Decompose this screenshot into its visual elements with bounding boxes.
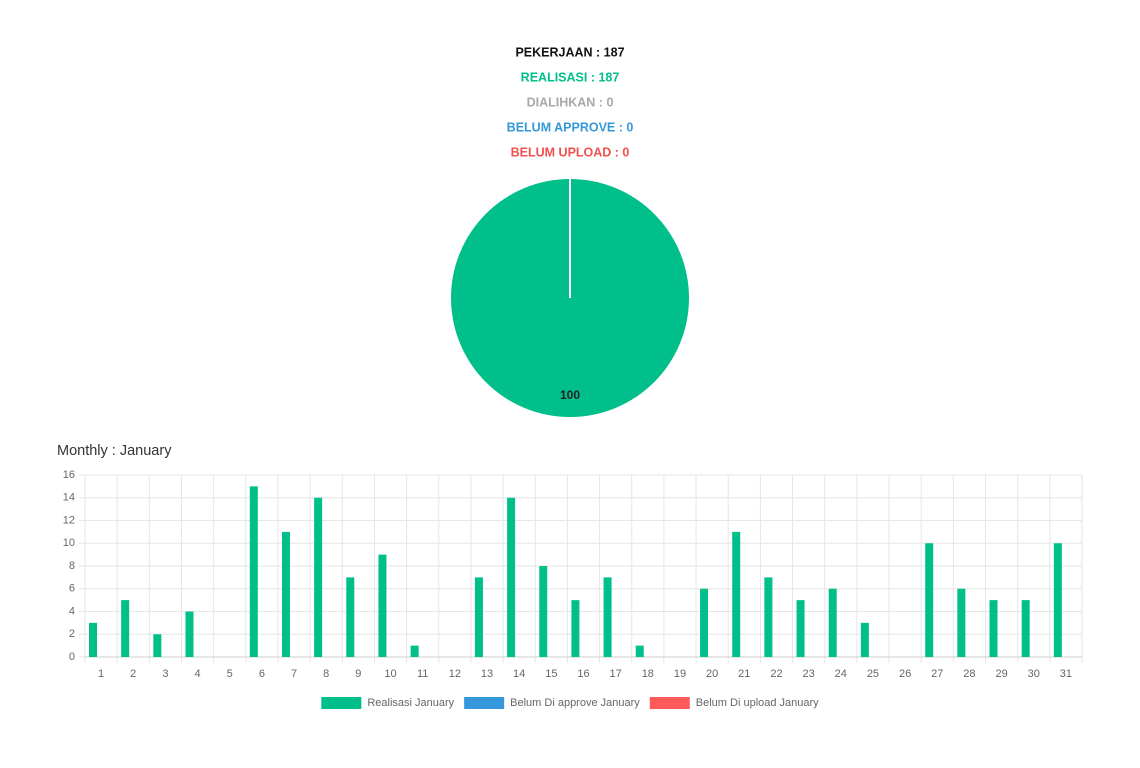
x-tick-label: 28 bbox=[963, 668, 975, 680]
bar bbox=[281, 531, 290, 657]
x-tick-label: 23 bbox=[803, 668, 815, 680]
chart-title: Monthly : January bbox=[57, 443, 172, 459]
x-tick-label: 27 bbox=[931, 668, 943, 680]
legend-swatch bbox=[321, 697, 362, 709]
bar bbox=[314, 497, 323, 657]
x-tick-label: 25 bbox=[867, 668, 879, 680]
y-tick-label: 14 bbox=[63, 492, 75, 504]
x-tick-label: 18 bbox=[642, 668, 654, 680]
x-tick-label: 13 bbox=[481, 668, 493, 680]
stat-line: BELUM APPROVE : 0 bbox=[507, 120, 634, 134]
y-tick-label: 16 bbox=[63, 469, 75, 481]
bar bbox=[764, 577, 773, 657]
bar bbox=[860, 622, 869, 657]
x-tick-label: 15 bbox=[545, 668, 557, 680]
bar bbox=[249, 486, 258, 657]
bar bbox=[474, 577, 483, 657]
bar bbox=[507, 497, 516, 657]
x-tick-label: 9 bbox=[355, 668, 361, 680]
bar bbox=[925, 543, 934, 657]
slice-label: 100 bbox=[560, 388, 580, 402]
y-tick-label: 4 bbox=[69, 605, 75, 617]
y-tick-label: 12 bbox=[63, 514, 75, 526]
x-tick-label: 19 bbox=[674, 668, 686, 680]
bar bbox=[571, 600, 580, 657]
legend-label: Belum Di upload January bbox=[696, 697, 819, 709]
x-tick-label: 21 bbox=[738, 668, 750, 680]
x-tick-label: 26 bbox=[899, 668, 911, 680]
bar bbox=[121, 600, 130, 657]
bar bbox=[346, 577, 355, 657]
bar bbox=[89, 622, 97, 657]
legend-label: Belum Di approve January bbox=[510, 697, 640, 709]
x-tick-label: 3 bbox=[162, 668, 168, 680]
y-tick-label: 0 bbox=[69, 651, 75, 663]
stat-line: DIALIHKAN : 0 bbox=[527, 95, 614, 109]
x-tick-label: 24 bbox=[835, 668, 847, 680]
bar bbox=[635, 645, 644, 657]
x-tick-label: 29 bbox=[995, 668, 1007, 680]
legend-swatch bbox=[464, 697, 505, 709]
x-tick-label: 31 bbox=[1060, 668, 1072, 680]
x-tick-label: 11 bbox=[417, 668, 428, 680]
bar bbox=[700, 588, 709, 657]
bar bbox=[1021, 600, 1030, 657]
legend-label: Realisasi January bbox=[367, 697, 454, 709]
x-tick-label: 8 bbox=[323, 668, 329, 680]
x-tick-label: 1 bbox=[98, 668, 104, 680]
bar bbox=[828, 588, 837, 657]
x-tick-label: 22 bbox=[770, 668, 782, 680]
bar bbox=[796, 600, 805, 657]
x-tick-label: 14 bbox=[513, 668, 525, 680]
y-tick-label: 6 bbox=[69, 583, 75, 595]
bar bbox=[539, 566, 548, 657]
x-tick-label: 2 bbox=[130, 668, 136, 680]
x-tick-label: 7 bbox=[291, 668, 297, 680]
bar bbox=[378, 554, 387, 657]
bar bbox=[957, 588, 966, 657]
x-tick-label: 12 bbox=[449, 668, 461, 680]
x-tick-label: 16 bbox=[577, 668, 589, 680]
x-tick-label: 5 bbox=[227, 668, 233, 680]
stat-line: PEKERJAAN : 187 bbox=[515, 45, 624, 59]
y-tick-label: 2 bbox=[69, 628, 75, 640]
legend-swatch bbox=[649, 697, 690, 709]
bar bbox=[153, 634, 162, 657]
bar bbox=[1053, 543, 1062, 657]
x-tick-label: 17 bbox=[610, 668, 622, 680]
x-tick-label: 30 bbox=[1028, 668, 1040, 680]
bar bbox=[989, 600, 998, 657]
bar bbox=[410, 645, 419, 657]
stat-line: BELUM UPLOAD : 0 bbox=[511, 145, 630, 159]
legend: Realisasi January Belum Di approve Januar… bbox=[321, 697, 819, 709]
x-tick-label: 10 bbox=[384, 668, 396, 680]
x-tick-label: 4 bbox=[195, 668, 201, 680]
bar bbox=[732, 531, 741, 657]
y-tick-label: 10 bbox=[63, 537, 75, 549]
stat-line: REALISASI : 187 bbox=[521, 70, 620, 84]
y-tick-label: 8 bbox=[69, 560, 75, 572]
bar bbox=[603, 577, 612, 657]
bar bbox=[185, 611, 194, 657]
x-tick-label: 6 bbox=[259, 668, 265, 680]
x-tick-label: 20 bbox=[706, 668, 718, 680]
